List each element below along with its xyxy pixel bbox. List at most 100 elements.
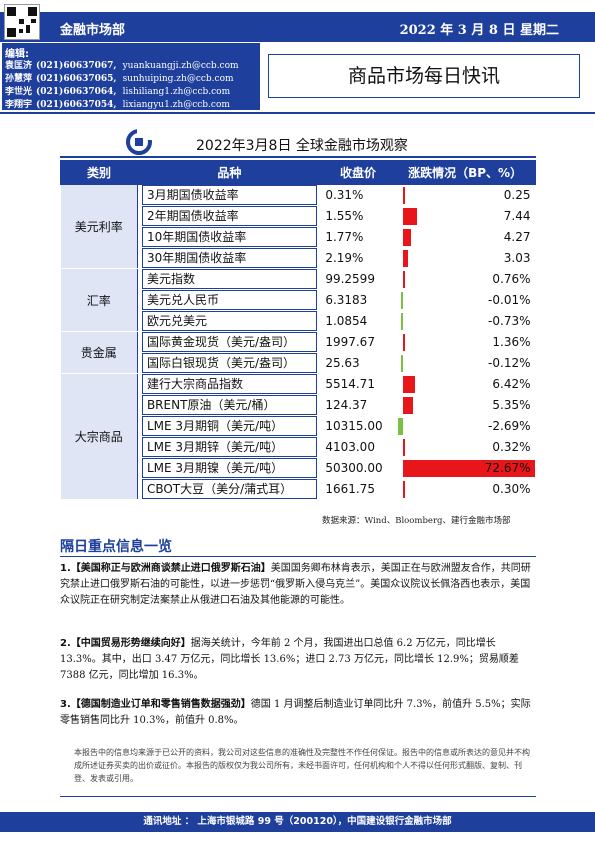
item-label: CBOT大豆（美分/蒲式耳） — [141, 479, 318, 499]
disclaimer: 本报告中的信息均来源于已公开的资料，我公司对这些信息的准确性及完整性不作任何保证… — [74, 748, 530, 783]
editor-row: 李翔宇 (021)60637054, lixiangyu1.zh@ccb.com — [5, 97, 230, 110]
change-cell: 6.42% — [394, 373, 536, 395]
item-cell: 建行大宗商品指数 — [137, 373, 322, 395]
change-bar — [397, 418, 403, 435]
change-bar — [402, 397, 413, 414]
change-value: 5.35% — [492, 398, 531, 412]
data-source: 数据来源：Wind、Bloomberg、建行金融市场部 — [322, 516, 511, 526]
editor-phone: (021)60637065, — [36, 74, 117, 84]
change-bar — [402, 208, 417, 225]
item-label: 3月期国债收益率 — [141, 185, 318, 205]
change-bar — [402, 439, 405, 456]
close-value: 1.55% — [321, 205, 395, 227]
change-value: 1.36% — [492, 335, 531, 349]
change-cell: 0.25 — [394, 184, 536, 206]
item-cell: LME 3月期锌（美元/吨） — [137, 436, 322, 458]
header-category: 类别 — [60, 160, 138, 185]
footer-address: 通讯地址 ： 上海市银城路 99 号（200120），中国建设银行金融市场部 — [0, 812, 595, 832]
editor-row: 李世光 (021)60637064, lishiliang1.zh@ccb.com — [5, 84, 230, 97]
report-date: 2022 年 3 月 8 日 星期二 — [399, 23, 559, 38]
change-cell: -0.01% — [394, 289, 536, 311]
table-row: 美元兑人民币 6.3183 -0.01% — [61, 289, 536, 311]
item-label: 美元兑人民币 — [141, 290, 318, 310]
qr-code-icon — [4, 4, 40, 40]
item-cell: 2年期国债收益率 — [137, 205, 322, 227]
change-bar — [402, 229, 411, 246]
editors-panel: 编辑: 袁匡济 (021)60637067, yuankuangji.zh@ccb.… — [2, 43, 260, 110]
change-bar — [400, 313, 403, 330]
item-label: LME 3月期锌（美元/吨） — [141, 437, 318, 457]
item-label: BRENT原油（美元/桶） — [141, 395, 318, 415]
change-value: -0.73% — [488, 314, 531, 328]
editor-row: 孙慧萍 (021)60637065, sunhuiping.zh@ccb.com — [5, 71, 234, 84]
item-label: 欧元兑美元 — [141, 311, 318, 331]
change-cell: 0.30% — [394, 478, 536, 500]
editor-phone: (021)60637054, — [36, 100, 117, 110]
change-cell: 4.27 — [394, 226, 536, 248]
change-cell: 1.36% — [394, 331, 536, 353]
item-label: 建行大宗商品指数 — [141, 374, 318, 394]
table-row: 大宗商品 建行大宗商品指数 5514.71 6.42% — [60, 373, 536, 500]
item-label: 10年期国债收益率 — [141, 227, 318, 247]
change-bar — [402, 334, 406, 351]
change-bar — [400, 292, 403, 309]
close-value: 1.77% — [321, 226, 395, 248]
change-value: -0.01% — [488, 293, 531, 307]
item-cell: CBOT大豆（美分/蒲式耳） — [137, 478, 322, 500]
item-cell: 欧元兑美元 — [137, 310, 322, 332]
news-body: 德国 1 月调整后制造业订单同比升 7.3%，前值升 5.5%；实际零售销售同比… — [60, 699, 531, 726]
editor-email[interactable]: yuankuangji.zh@ccb.com — [122, 61, 239, 71]
change-cell: -0.73% — [394, 310, 536, 332]
item-cell: BRENT原油（美元/桶） — [137, 394, 322, 416]
news-item: 3.【德国制造业订单和零售销售数据强劲】德国 1 月调整后制造业订单同比升 7.… — [60, 697, 540, 729]
table-title-divider — [60, 156, 536, 158]
change-value: -2.69% — [488, 419, 531, 433]
change-cell: 7.44 — [394, 205, 536, 227]
editor-email[interactable]: lishiliang1.zh@ccb.com — [122, 87, 231, 97]
report-title: 商品市场每日快讯 — [268, 54, 580, 98]
close-value: 25.63 — [321, 352, 395, 374]
editor-name: 李世光 — [5, 87, 33, 97]
change-bar — [402, 250, 409, 267]
editor-name: 孙慧萍 — [5, 74, 33, 84]
editor-phone: (021)60637064, — [36, 87, 117, 97]
item-cell: 30年期国债收益率 — [137, 247, 322, 269]
close-value: 5514.71 — [321, 373, 395, 395]
change-bar — [402, 187, 405, 204]
news-section-divider — [60, 556, 536, 557]
change-value: 6.42% — [492, 377, 531, 391]
editor-name: 李翔宇 — [5, 100, 33, 110]
change-value: 0.25 — [503, 188, 531, 202]
change-cell: 3.03 — [394, 247, 536, 269]
item-cell: 国际白银现货（美元/盎司） — [137, 352, 322, 374]
news-body: 据海关统计，今年前 2 个月，我国进出口总值 6.2 万亿元，同比增长 13.3… — [60, 638, 519, 681]
item-cell: 国际黄金现货（美元/盎司） — [137, 331, 322, 353]
category-cell: 汇率 — [60, 268, 138, 332]
change-value: 3.03 — [503, 251, 531, 265]
table-row: 贵金属 国际黄金现货（美元/盎司） 1997.67 1.36% — [60, 331, 536, 374]
news-section-title: 隔日重点信息一览 — [60, 539, 172, 555]
header-close: 收盘价 — [320, 160, 396, 185]
editor-phone: (021)60637067, — [36, 61, 117, 71]
editor-row: 袁匡济 (021)60637067, yuankuangji.zh@ccb.com — [5, 58, 239, 71]
footer-divider — [60, 796, 536, 797]
close-value: 124.37 — [321, 394, 395, 416]
change-cell: -0.12% — [394, 352, 536, 374]
editor-email[interactable]: sunhuiping.zh@ccb.com — [122, 74, 234, 84]
close-value: 99.2599 — [321, 268, 395, 290]
item-label: 国际黄金现货（美元/盎司） — [141, 332, 318, 352]
item-cell: 10年期国债收益率 — [137, 226, 322, 248]
news-item: 1.【美国称正与欧洲商谈禁止进口俄罗斯石油】美国国务卿布林肯表示，美国正在与欧洲… — [60, 561, 540, 609]
item-cell: LME 3月期镍（美元/吨） — [137, 457, 322, 479]
change-bar — [402, 460, 535, 477]
item-cell: 美元兑人民币 — [137, 289, 322, 311]
table-row: 欧元兑美元 1.0854 -0.73% — [61, 310, 536, 332]
table-row: 2年期国债收益率 1.55% 7.44 — [61, 205, 536, 227]
table-title: 2022年3月8日 全球金融市场观察 — [196, 138, 408, 154]
close-value: 1.0854 — [321, 310, 395, 332]
news-item: 2.【中国贸易形势继续向好】据海关统计，今年前 2 个月，我国进出口总值 6.2… — [60, 636, 540, 684]
editors-title: 编辑: — [5, 49, 29, 60]
table-row: 美元利率 3月期国债收益率 0.31% 0.25 — [60, 184, 536, 269]
editor-email[interactable]: lixiangyu1.zh@ccb.com — [122, 100, 230, 110]
change-cell: 5.35% — [394, 394, 536, 416]
